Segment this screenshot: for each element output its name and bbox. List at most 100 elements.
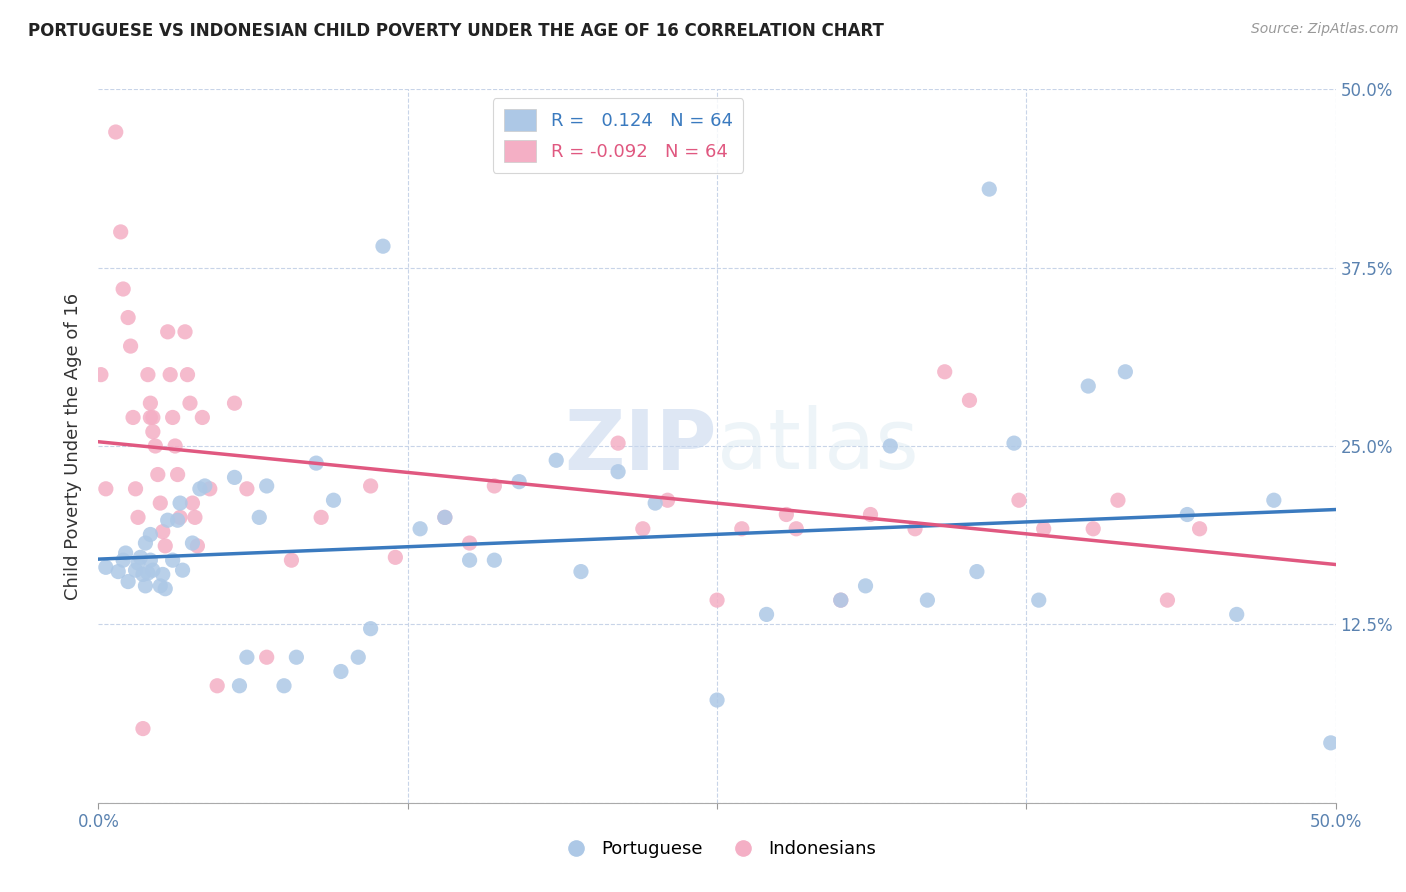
Point [152,567,174,582]
Point [508,475,530,489]
Point [934,365,956,379]
Point [129,550,152,565]
Point [142,425,165,439]
Point [433,510,456,524]
Point [966,565,988,579]
Point [139,410,162,425]
Point [1083,522,1105,536]
Point [236,650,259,665]
Point [830,593,852,607]
Point [360,479,382,493]
Point [94,560,117,574]
Legend: Portuguese, Indonesians: Portuguese, Indonesians [551,833,883,865]
Point [1114,365,1136,379]
Point [104,125,127,139]
Point [174,325,197,339]
Text: PORTUGUESE VS INDONESIAN CHILD POVERTY UNDER THE AGE OF 16 CORRELATION CHART: PORTUGUESE VS INDONESIAN CHILD POVERTY U… [28,22,884,40]
Point [155,539,177,553]
Point [184,510,207,524]
Point [156,325,179,339]
Point [169,496,191,510]
Point [409,522,432,536]
Point [273,679,295,693]
Point [166,513,188,527]
Point [120,339,142,353]
Point [1226,607,1249,622]
Point [149,579,172,593]
Point [785,522,807,536]
Point [256,650,278,665]
Point [172,563,194,577]
Point [127,510,149,524]
Point [159,368,181,382]
Point [188,482,211,496]
Point [309,510,332,524]
Point [855,579,877,593]
Point [107,565,129,579]
Point [256,479,278,493]
Point [959,393,981,408]
Text: Source: ZipAtlas.com: Source: ZipAtlas.com [1251,22,1399,37]
Point [329,665,352,679]
Point [280,553,302,567]
Point [236,482,259,496]
Point [1319,736,1341,750]
Point [166,467,188,482]
Point [117,574,139,589]
Point [775,508,797,522]
Point [1028,593,1050,607]
Point [546,453,568,467]
Point [136,368,159,382]
Point [112,282,135,296]
Point [1008,493,1031,508]
Point [657,493,679,508]
Point [458,553,481,567]
Point [139,396,162,410]
Point [132,567,155,582]
Point [1077,379,1099,393]
Point [117,310,139,325]
Point [94,482,117,496]
Point [1156,593,1178,607]
Point [198,482,221,496]
Point [110,225,132,239]
Point [124,482,146,496]
Point [186,539,208,553]
Point [155,582,177,596]
Point [146,467,169,482]
Point [143,439,166,453]
Point [1032,522,1054,536]
Point [631,522,654,536]
Point [228,679,250,693]
Point [1188,522,1211,536]
Point [305,456,328,470]
Point [569,565,592,579]
Point [156,513,179,527]
Point [224,470,246,484]
Point [142,563,165,577]
Point [90,368,112,382]
Point [205,679,228,693]
Point [181,536,204,550]
Point [162,410,184,425]
Point [607,436,630,450]
Point [139,527,162,541]
Point [134,536,156,550]
Point [371,239,394,253]
Point [1002,436,1025,450]
Point [979,182,1001,196]
Point [360,622,382,636]
Text: atlas: atlas [717,406,918,486]
Point [152,524,174,539]
Point [132,722,155,736]
Point [322,493,344,508]
Point [644,496,666,510]
Point [194,479,217,493]
Point [149,496,172,510]
Point [285,650,308,665]
Point [384,550,406,565]
Y-axis label: Child Poverty Under the Age of 16: Child Poverty Under the Age of 16 [65,293,83,599]
Point [191,410,214,425]
Point [706,593,728,607]
Point [224,396,246,410]
